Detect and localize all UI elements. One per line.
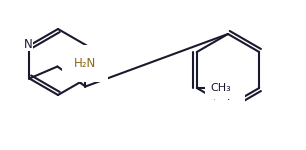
Text: F: F: [227, 90, 233, 102]
Text: CH₃: CH₃: [211, 83, 232, 93]
Text: N: N: [24, 38, 33, 51]
Text: H₂N: H₂N: [74, 57, 97, 70]
